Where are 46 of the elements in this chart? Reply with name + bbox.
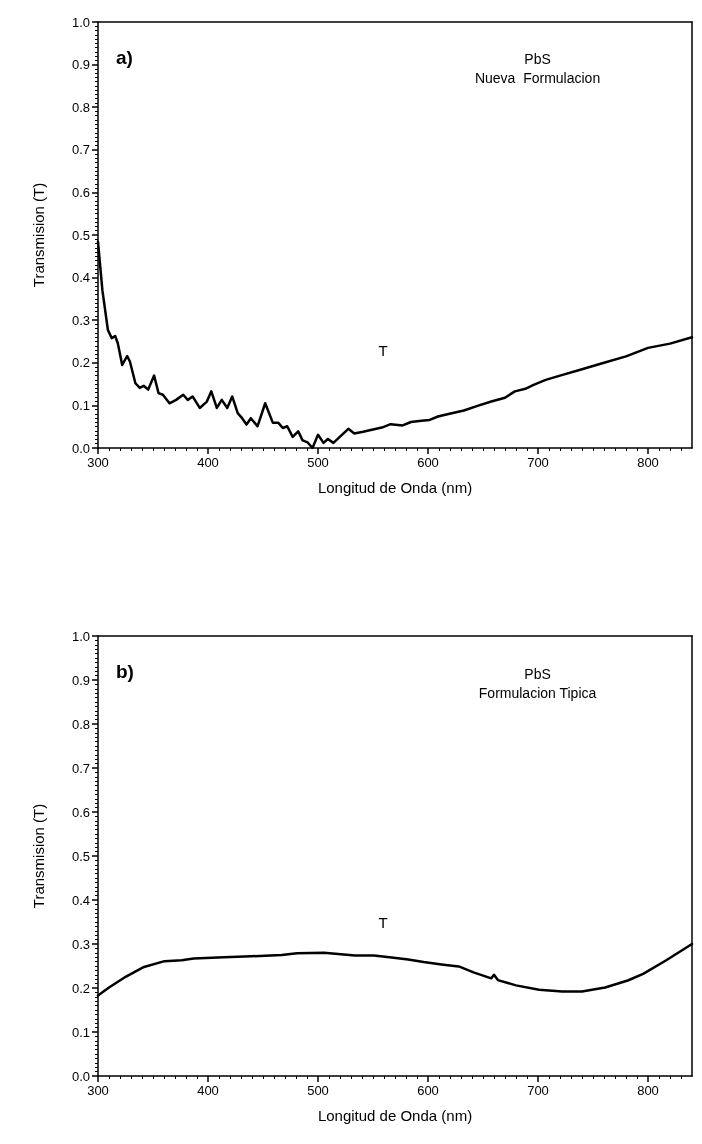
x-tick-label: 300 — [87, 455, 109, 470]
annotation: PbS — [524, 50, 551, 67]
annotation: Formulacion Tipica — [478, 684, 597, 701]
x-tick-label: 400 — [197, 1083, 219, 1098]
y-tick-label: 1.0 — [71, 628, 90, 644]
x-tick-label: 400 — [197, 455, 219, 470]
x-axis-title: Longitud de Onda (nm) — [317, 479, 473, 496]
y-tick-label: 0.5 — [71, 227, 90, 243]
y-tick-label: 0.6 — [71, 184, 90, 200]
y-tick-label: 0.9 — [71, 57, 90, 73]
x-tick-label: 800 — [637, 455, 659, 470]
annotation: T — [378, 341, 388, 359]
x-tick-label: 700 — [527, 1083, 549, 1098]
x-tick-label: 600 — [417, 1083, 439, 1098]
annotation: T — [378, 914, 388, 932]
y-tick-label: 0.1 — [71, 397, 90, 413]
x-tick-label: 800 — [637, 1083, 659, 1098]
annotation: Nueva Formulacion — [474, 69, 601, 86]
y-tick-label: 0.2 — [71, 980, 90, 996]
y-tick-label: 0.6 — [71, 804, 90, 820]
y-tick-label: 0.9 — [71, 672, 90, 688]
annotation: b) — [116, 661, 134, 683]
x-axis-title: Longitud de Onda (nm) — [317, 1107, 473, 1124]
y-tick-label: 0.8 — [71, 99, 90, 115]
x-tick-label: 500 — [307, 455, 329, 470]
y-tick-label: 0.3 — [71, 936, 90, 952]
annotation: PbS — [524, 665, 551, 682]
y-tick-label: 0.8 — [71, 716, 90, 732]
annotation: a) — [116, 46, 133, 68]
y-tick-label: 0.4 — [71, 270, 90, 286]
x-tick-label: 600 — [417, 455, 439, 470]
y-tick-label: 0.3 — [71, 312, 90, 328]
y-tick-label: 0.7 — [71, 142, 90, 158]
x-tick-label: 300 — [87, 1083, 109, 1098]
y-tick-label: 0.4 — [71, 892, 90, 908]
x-tick-label: 500 — [307, 1083, 329, 1098]
y-tick-label: 0.5 — [71, 848, 90, 864]
y-tick-label: 1.0 — [71, 14, 90, 30]
y-tick-label: 0.1 — [71, 1024, 90, 1040]
y-tick-label: 0.0 — [71, 440, 90, 456]
x-tick-label: 700 — [527, 455, 549, 470]
y-tick-label: 0.7 — [71, 760, 90, 776]
y-axis-title: Transmision (T) — [30, 182, 47, 288]
y-tick-label: 0.2 — [71, 355, 90, 371]
y-tick-label: 0.0 — [71, 1068, 90, 1084]
y-axis-title: Transmision (T) — [30, 803, 47, 909]
